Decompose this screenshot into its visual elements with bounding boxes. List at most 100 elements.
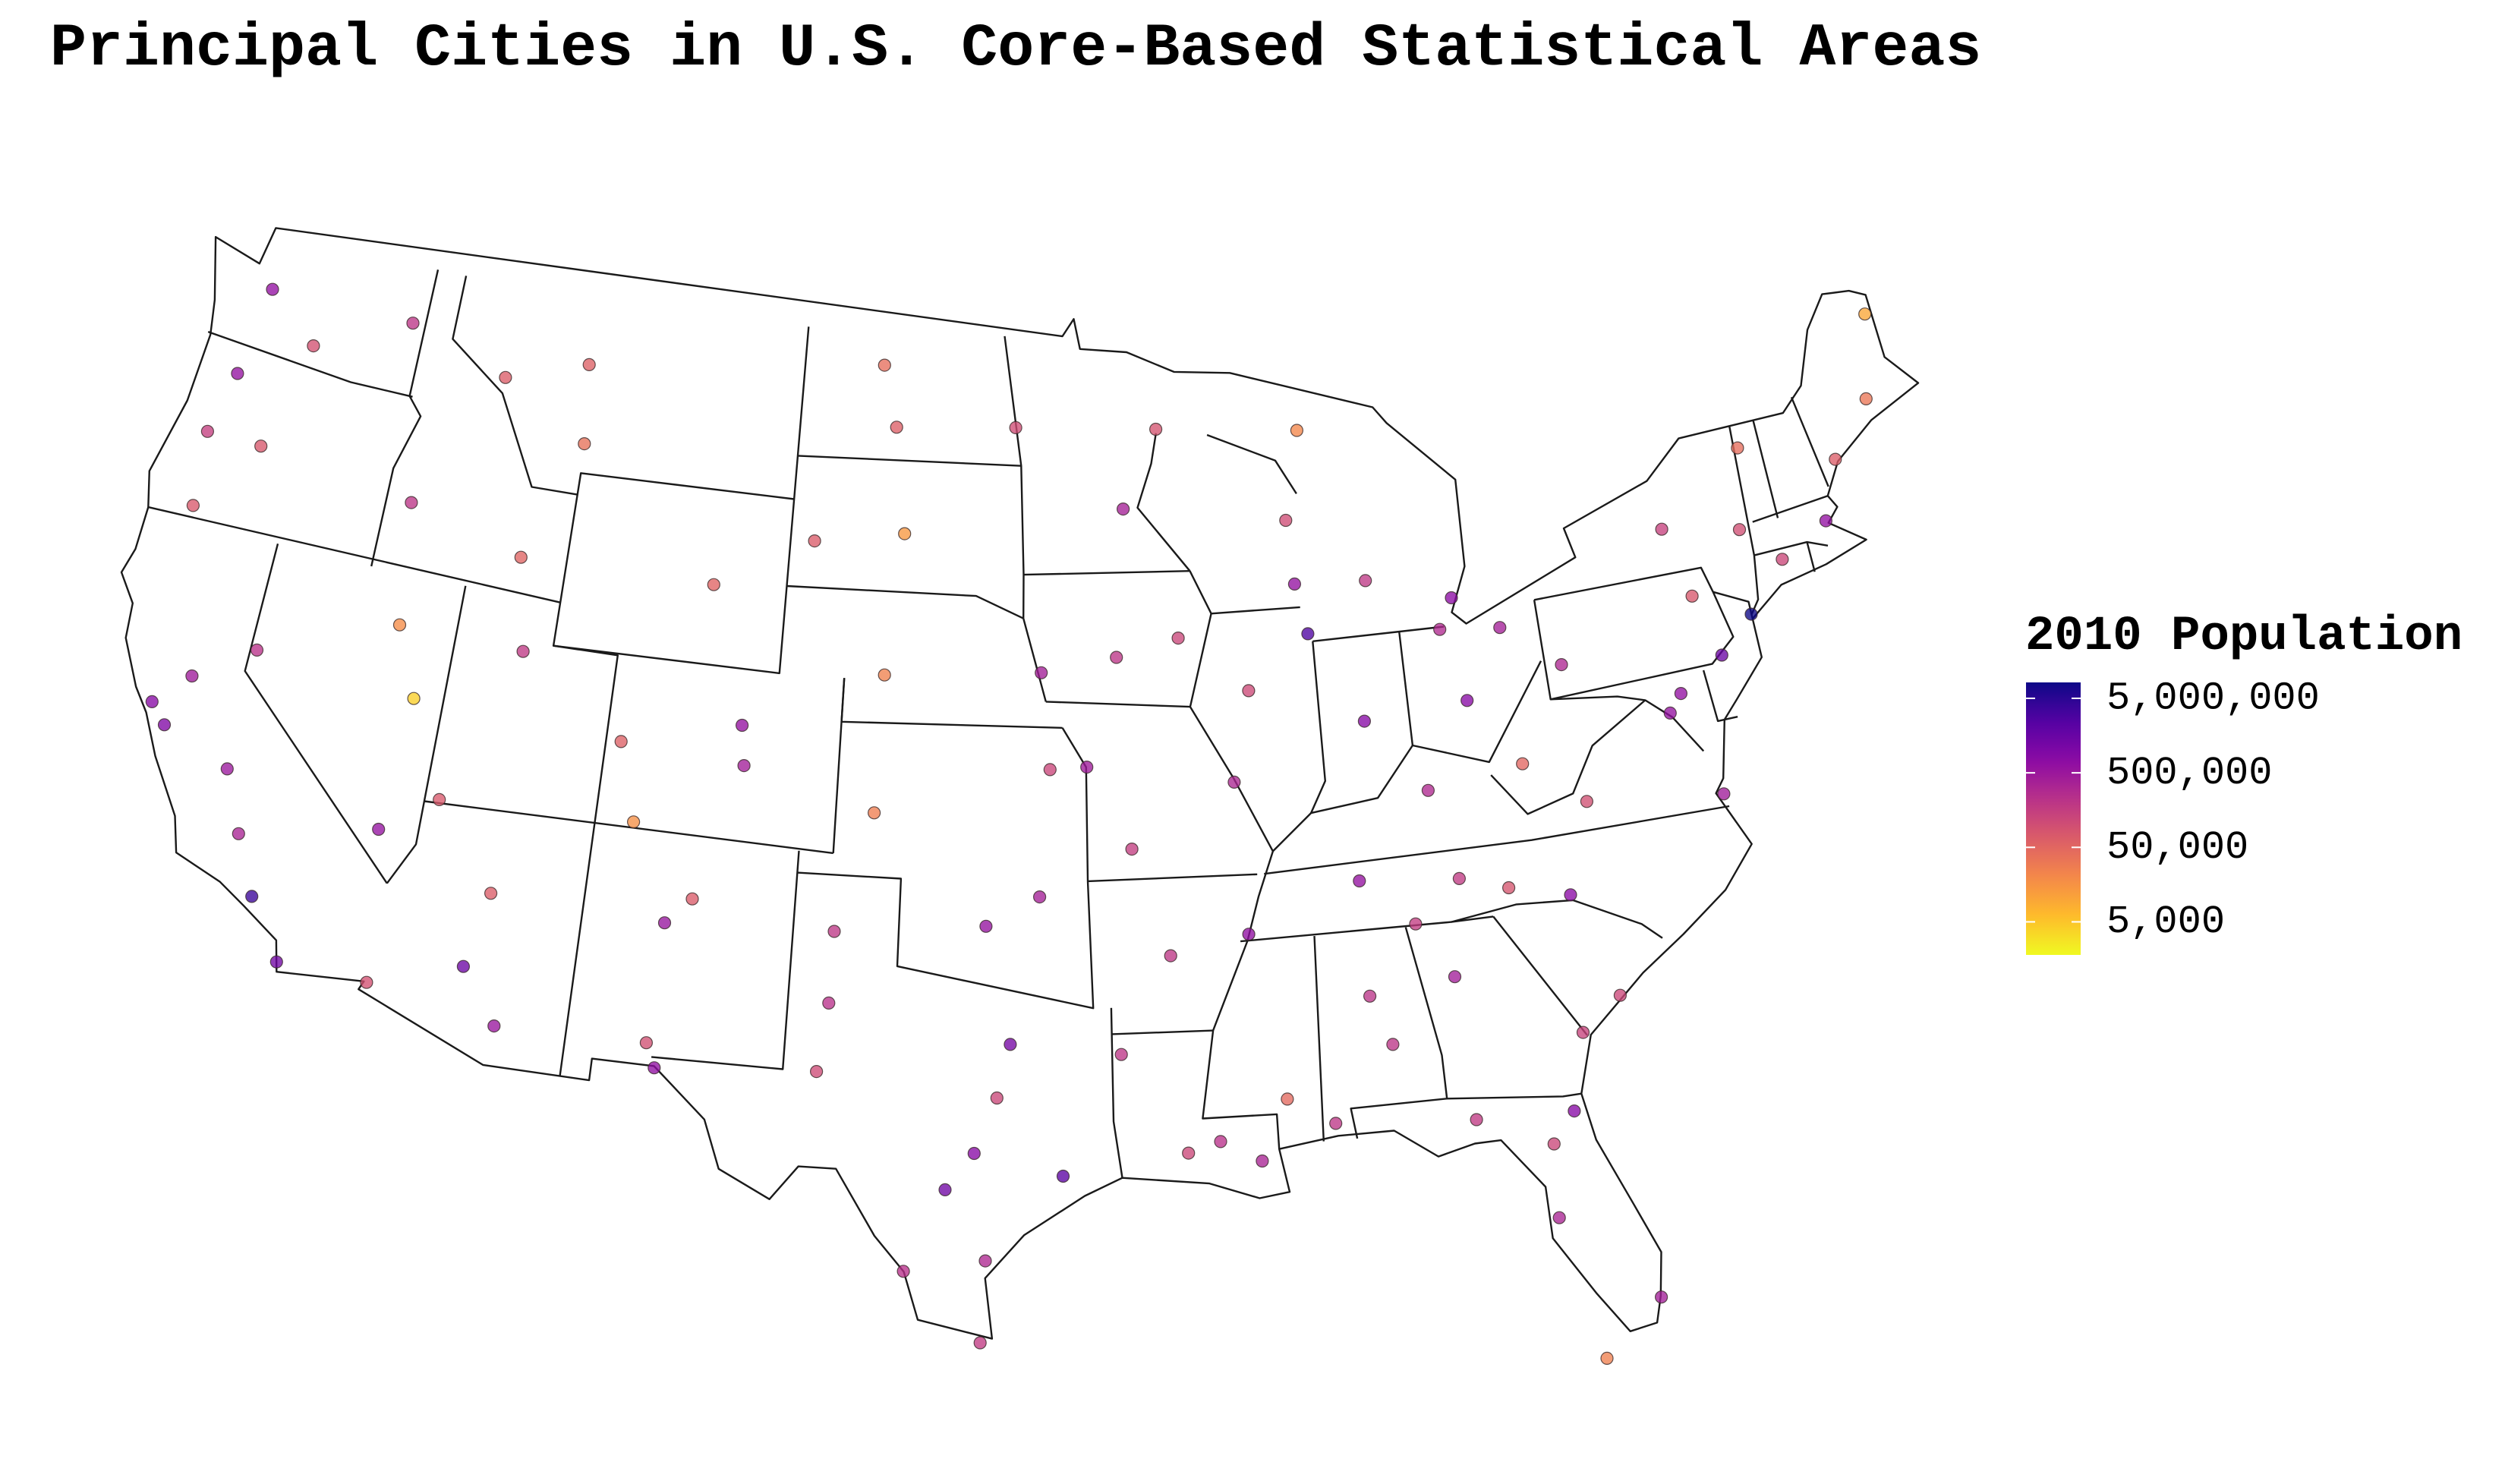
map-borders <box>120 227 1920 1340</box>
city-point <box>269 955 283 969</box>
colorbar-tick-label: 500,000 <box>2106 751 2272 796</box>
state-border <box>148 506 561 603</box>
city-point <box>1470 1113 1483 1126</box>
state-border <box>1398 632 1414 746</box>
state-border <box>840 678 1063 729</box>
city-point <box>1829 452 1842 466</box>
city-point <box>200 424 214 438</box>
state-border <box>1206 433 1297 495</box>
city-point <box>1329 1117 1343 1130</box>
city-point <box>1214 1135 1227 1148</box>
city-point <box>145 695 159 709</box>
state-border <box>1350 927 1448 1139</box>
city-point <box>307 339 320 353</box>
city-point <box>582 358 596 371</box>
city-point <box>514 550 528 564</box>
city-point <box>808 534 821 548</box>
city-point <box>1580 795 1593 808</box>
city-point <box>648 1061 661 1075</box>
city-point <box>1655 522 1668 536</box>
city-point <box>456 959 471 973</box>
city-point <box>1290 424 1304 437</box>
city-point <box>1110 651 1123 664</box>
city-point <box>372 822 386 837</box>
city-point <box>614 735 628 748</box>
city-point <box>809 1064 824 1079</box>
city-point <box>250 643 264 657</box>
city-point <box>254 440 268 453</box>
city-point <box>1460 694 1474 707</box>
state-border <box>386 585 467 884</box>
city-point <box>990 1091 1004 1105</box>
city-point <box>405 496 418 509</box>
city-point <box>973 1336 987 1350</box>
state-border <box>244 543 388 884</box>
city-point <box>1301 627 1315 641</box>
city-point <box>1501 881 1516 895</box>
city-point <box>157 718 172 732</box>
city-point <box>1409 917 1423 931</box>
city-point <box>1357 714 1372 728</box>
city-point <box>1859 392 1873 406</box>
city-point <box>578 436 591 451</box>
city-point <box>1776 553 1789 566</box>
state-border <box>1189 570 1281 1149</box>
state-border <box>1111 1029 1214 1035</box>
city-point <box>1858 307 1872 321</box>
city-point <box>1674 686 1687 701</box>
city-point <box>737 758 751 773</box>
city-point <box>1576 1026 1590 1039</box>
state-border <box>1790 396 1829 487</box>
state-border <box>1447 1092 1582 1100</box>
colorbar: 5,000,000 500,000 50,000 5,000 <box>2026 676 2320 955</box>
state-border <box>1312 625 1445 642</box>
colorbar-tick-label: 50,000 <box>2106 825 2248 870</box>
city-point <box>1655 1290 1668 1304</box>
city-point <box>1552 1211 1566 1224</box>
state-border <box>207 330 413 398</box>
city-point <box>1080 760 1094 774</box>
colorbar-tick-label: 5,000,000 <box>2106 676 2320 721</box>
city-point <box>1149 422 1163 436</box>
city-point <box>1555 657 1568 672</box>
city-point <box>898 527 912 540</box>
state-border <box>1023 570 1190 576</box>
state-border <box>1087 873 1258 883</box>
city-point <box>1043 763 1057 777</box>
colorbar-tick-label: 5,000 <box>2106 900 2225 944</box>
city-point <box>707 578 720 591</box>
state-border <box>1806 541 1816 572</box>
city-point <box>735 718 749 733</box>
city-point <box>657 916 672 930</box>
city-point <box>1493 621 1507 635</box>
city-point <box>232 827 245 840</box>
city-point <box>186 499 200 512</box>
state-border <box>1272 660 1542 852</box>
city-point <box>487 1019 501 1033</box>
city-point <box>626 815 641 829</box>
city-point <box>516 644 530 658</box>
city-point <box>1613 988 1627 1002</box>
city-point <box>1009 421 1022 435</box>
city-point <box>1547 1137 1561 1151</box>
legend-title: 2010 Population <box>2025 610 2462 664</box>
city-point <box>1516 757 1530 770</box>
city-point <box>878 358 891 372</box>
city-point <box>639 1036 654 1050</box>
state-border <box>1004 336 1047 702</box>
city-point <box>499 370 512 384</box>
city-point <box>979 919 993 933</box>
city-point <box>1744 607 1758 621</box>
city-point <box>1819 514 1832 528</box>
state-border <box>1490 695 1646 815</box>
state-border <box>553 644 619 1077</box>
state-border <box>1313 936 1325 1142</box>
city-point <box>1279 513 1293 528</box>
city-point <box>1445 591 1458 605</box>
city-point <box>1386 1038 1400 1051</box>
city-point <box>1125 842 1139 856</box>
city-point <box>1715 648 1728 662</box>
city-point <box>231 367 244 380</box>
